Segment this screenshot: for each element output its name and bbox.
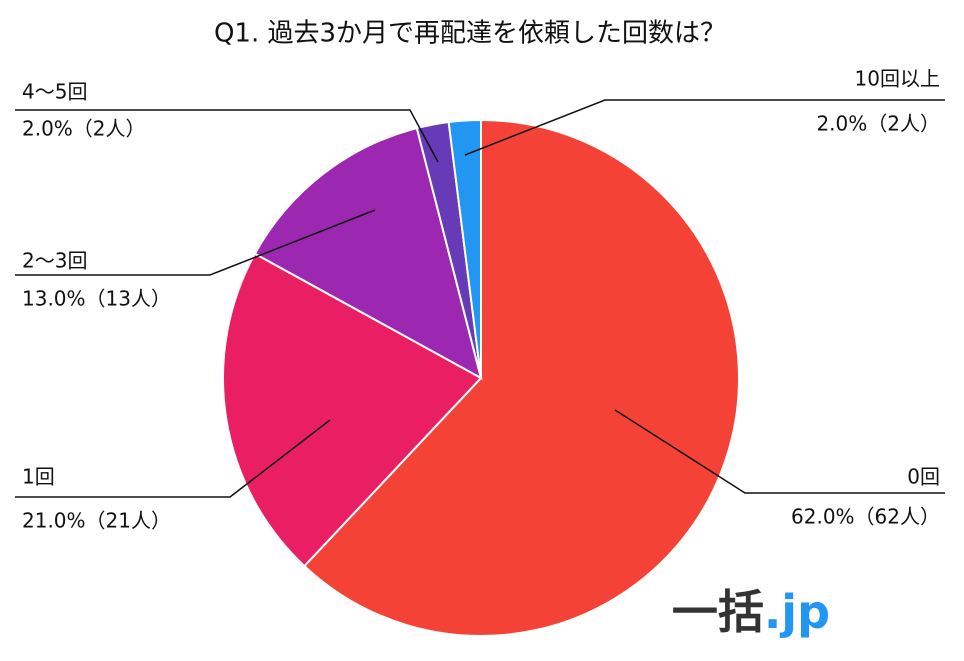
leader-line <box>15 419 331 498</box>
leader-line <box>15 109 439 163</box>
logo: 一括.jp <box>672 585 830 639</box>
value-label: 2.0%（2人） <box>816 112 940 136</box>
pie-slice <box>447 118 482 379</box>
slice-label: 10回以上 <box>855 67 940 91</box>
pie-slice <box>302 118 740 637</box>
chart-title: Q1. 過去3か月で再配達を依頼した回数は？ <box>214 19 726 49</box>
value-label: 21.0%（21人） <box>22 509 171 533</box>
slice-label: 2～3回 <box>22 249 87 273</box>
leader-line <box>15 209 376 276</box>
pie-slice <box>253 126 483 380</box>
leader-line <box>464 99 945 156</box>
leader-line <box>614 409 945 494</box>
value-label: 13.0%（13人） <box>22 287 171 311</box>
value-label: 2.0%（2人） <box>22 117 146 141</box>
pie-slice <box>222 252 483 568</box>
logo-suffix: .jp <box>764 585 830 639</box>
slice-label: 1回 <box>22 465 55 489</box>
slice-label: 4～5回 <box>22 80 87 104</box>
slice-label: 0回 <box>907 465 940 489</box>
value-label: 62.0%（62人） <box>791 505 940 529</box>
logo-main: 一括 <box>672 585 764 639</box>
